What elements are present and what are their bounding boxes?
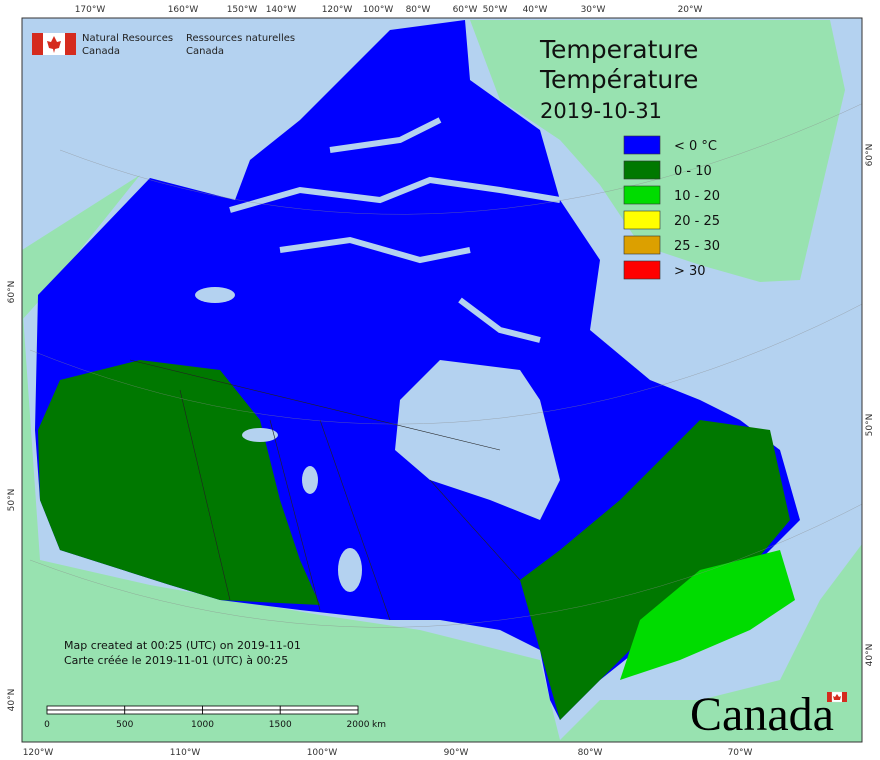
title: Température xyxy=(539,65,698,94)
scale-label: 1000 xyxy=(191,720,214,730)
graticule-bottom: 110°W xyxy=(170,748,201,758)
maritimes-ten-twenty xyxy=(620,550,795,680)
west-zero-ten xyxy=(38,360,320,605)
graticule-bottom: 80°W xyxy=(578,748,603,758)
graticule-top: 100°W xyxy=(363,5,394,15)
nrcan-flag xyxy=(32,33,76,55)
hudson-bay xyxy=(395,360,560,520)
graticule-bottom: 120°W xyxy=(23,748,54,758)
legend-swatch xyxy=(623,260,661,280)
graticule-top: 120°W xyxy=(322,5,353,15)
credit: Carte créée le 2019-11-01 (UTC) à 00:25 xyxy=(64,654,288,667)
legend-label: 25 - 30 xyxy=(674,239,720,254)
frame xyxy=(21,17,863,743)
scale-segment xyxy=(202,705,281,711)
graticule-top: 30°W xyxy=(581,5,606,15)
legend-swatch xyxy=(623,135,661,155)
scale-unit: km xyxy=(372,720,386,730)
graticule-left: 50°N xyxy=(7,489,17,512)
graticule-top: 160°W xyxy=(168,5,199,15)
wordmark: Canada xyxy=(690,688,834,741)
graticule-top: 150°W xyxy=(227,5,258,15)
us-land xyxy=(22,300,862,742)
agency-fr: Canada xyxy=(186,46,224,57)
borders xyxy=(129,359,521,621)
legend-swatch xyxy=(623,185,661,205)
scale-segment xyxy=(46,705,126,711)
legend-label: < 0 °C xyxy=(674,139,717,154)
scale-segment xyxy=(46,709,126,715)
graticule-right: 40°N xyxy=(865,644,875,667)
graticule-labels: 170°W 160°W 150°W 140°W 120°W 100°W 80°W 60°W 50… xyxy=(7,5,875,758)
legend-label: 10 - 20 xyxy=(674,189,720,204)
graticule-lines xyxy=(29,103,862,628)
scale-segment xyxy=(202,709,281,715)
map xyxy=(22,18,862,742)
graticule-top: 40°W xyxy=(523,5,548,15)
scale-segment xyxy=(124,709,203,715)
graticule-bottom: 70°W xyxy=(728,748,753,758)
scale-segment xyxy=(279,709,359,715)
wordmark-flag xyxy=(827,691,847,703)
legend-swatch xyxy=(623,235,661,255)
scale-label: 0 xyxy=(44,720,50,730)
legend: < 0 °C 0 - 10 10 - 20 20 - 25 25 - 30 > 30 xyxy=(623,135,720,280)
date: 2019-10-31 xyxy=(540,99,662,123)
graticule-left: 60°N xyxy=(7,281,17,304)
graticule-top: 140°W xyxy=(266,5,297,15)
legend-swatch xyxy=(623,160,661,180)
lakes xyxy=(195,287,362,592)
graticule-bottom: 100°W xyxy=(307,748,338,758)
graticule-top: 80°W xyxy=(406,5,431,15)
scale-label: 500 xyxy=(116,720,133,730)
graticule-top: 170°W xyxy=(75,5,106,15)
legend-swatch xyxy=(623,210,661,230)
graticule-bottom: 90°W xyxy=(444,748,469,758)
title: Temperature xyxy=(539,35,698,64)
scale-segment xyxy=(279,705,359,711)
graticule-top: 20°W xyxy=(678,5,703,15)
agency-en: Natural Resources xyxy=(82,33,173,44)
graticule-top: 50°W xyxy=(483,5,508,15)
scale-bar: 0 500 1000 1500 2000 km xyxy=(44,705,386,730)
agency-en: Canada xyxy=(82,46,120,57)
graticule-top: 60°W xyxy=(453,5,478,15)
legend-label: > 30 xyxy=(674,264,706,279)
scale-segment xyxy=(124,705,203,711)
legend-label: 0 - 10 xyxy=(674,164,712,179)
scale-label: 1500 xyxy=(269,720,292,730)
east-zero-ten xyxy=(520,420,790,720)
agency-fr: Ressources naturelles xyxy=(186,33,295,44)
credit: Map created at 00:25 (UTC) on 2019-11-01 xyxy=(64,639,301,652)
graticule-right: 60°N xyxy=(865,144,875,167)
arctic-channels xyxy=(229,117,561,343)
legend-label: 20 - 25 xyxy=(674,214,720,229)
graticule-right: 50°N xyxy=(865,414,875,437)
graticule-left: 40°N xyxy=(7,689,17,712)
scale-label: 2000 xyxy=(347,720,370,730)
